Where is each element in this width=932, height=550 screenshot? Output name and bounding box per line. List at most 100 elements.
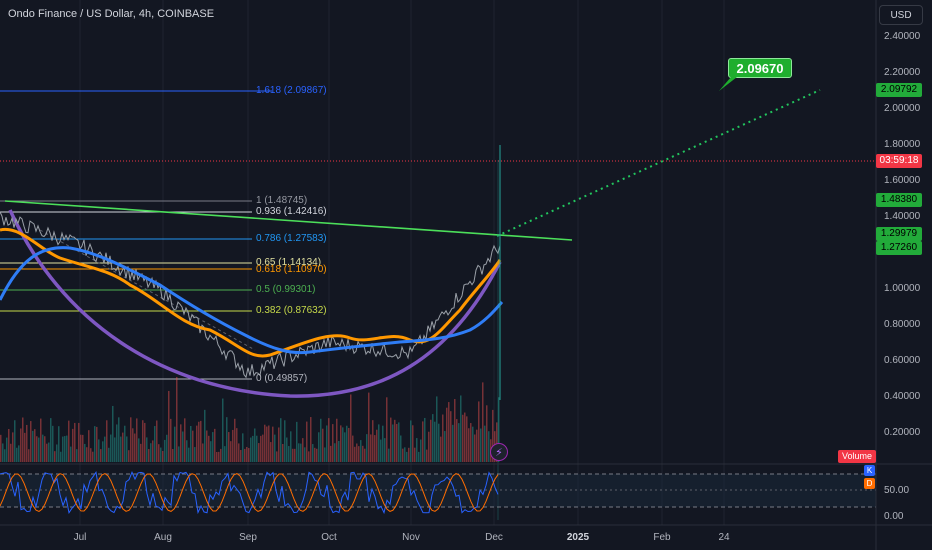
volume-bar bbox=[288, 446, 290, 462]
volume-bar bbox=[378, 424, 380, 462]
volume-bar bbox=[16, 447, 18, 462]
price-axis-label: 1.40000 bbox=[884, 211, 921, 222]
currency-button[interactable]: USD bbox=[879, 5, 923, 25]
volume-bar bbox=[342, 427, 344, 462]
volume-bar bbox=[404, 447, 406, 462]
volume-bar bbox=[390, 417, 392, 462]
volume-bar bbox=[2, 443, 4, 462]
time-axis-label: Feb bbox=[653, 532, 671, 543]
lightning-icon[interactable]: ⚡ bbox=[490, 443, 508, 461]
volume-bar bbox=[270, 442, 272, 462]
volume-bar bbox=[22, 417, 24, 462]
volume-bar bbox=[154, 426, 156, 462]
volume-bar bbox=[94, 426, 96, 462]
volume-bar bbox=[302, 438, 304, 462]
volume-bar bbox=[330, 445, 332, 462]
volume-bar bbox=[44, 436, 46, 462]
volume-bar bbox=[184, 418, 186, 462]
volume-bar bbox=[442, 414, 444, 462]
volume-bar bbox=[250, 437, 252, 462]
volume-bar bbox=[140, 443, 142, 462]
volume-bar bbox=[484, 425, 486, 462]
volume-bar bbox=[386, 397, 388, 462]
volume-bar bbox=[382, 425, 384, 462]
fib-label: 0.65 (1.14134) bbox=[256, 257, 322, 268]
volume-bar bbox=[14, 420, 16, 462]
volume-bar bbox=[496, 422, 498, 462]
volume-bar bbox=[278, 427, 280, 462]
volume-bar bbox=[120, 436, 122, 462]
volume-bar bbox=[10, 443, 12, 462]
volume-bar bbox=[322, 428, 324, 462]
volume-bar bbox=[156, 420, 158, 462]
volume-bar bbox=[150, 443, 152, 462]
k-tag: K bbox=[864, 465, 875, 476]
volume-bar bbox=[462, 414, 464, 462]
volume-bar bbox=[158, 444, 160, 462]
volume-bar bbox=[426, 449, 428, 462]
volume-bar bbox=[192, 430, 194, 462]
volume-bar bbox=[310, 417, 312, 462]
volume-bar bbox=[292, 448, 294, 462]
volume-bar bbox=[178, 446, 180, 462]
d-tag: D bbox=[864, 478, 875, 489]
volume-bar bbox=[146, 437, 148, 462]
volume-bar bbox=[12, 432, 14, 462]
volume-bar bbox=[222, 398, 224, 462]
volume-bar bbox=[308, 451, 310, 462]
volume-bar bbox=[408, 447, 410, 462]
volume-bar bbox=[458, 423, 460, 462]
countdown-tag: 03:59:18 bbox=[876, 154, 922, 168]
volume-bar bbox=[206, 430, 208, 462]
trendline bbox=[4, 200, 573, 241]
volume-bar bbox=[334, 443, 336, 462]
price-axis-label: 1.00000 bbox=[884, 283, 921, 294]
time-axis-label: Oct bbox=[321, 532, 337, 543]
osc-axis-label: 50.00 bbox=[884, 485, 910, 496]
volume-bar bbox=[438, 423, 440, 462]
volume-bar bbox=[194, 447, 196, 462]
ma-blue bbox=[0, 246, 504, 355]
symbol-title: Ondo Finance / US Dollar, 4h, COINBASE bbox=[8, 8, 215, 20]
volume-bar bbox=[6, 437, 8, 462]
volume-bar bbox=[430, 419, 432, 462]
volume-bar bbox=[374, 435, 376, 462]
volume-bar bbox=[198, 421, 200, 462]
volume-bar bbox=[290, 431, 292, 462]
volume-bar bbox=[436, 396, 438, 462]
price-axis-label: 1.80000 bbox=[884, 139, 921, 150]
volume-bar bbox=[488, 431, 490, 462]
volume-bar bbox=[186, 440, 188, 462]
volume-bar bbox=[188, 447, 190, 462]
volume-bar bbox=[368, 392, 370, 462]
volume-bar bbox=[36, 436, 38, 462]
volume-bar bbox=[182, 431, 184, 462]
volume-bar bbox=[236, 428, 238, 462]
volume-bar bbox=[70, 446, 72, 462]
volume-bar bbox=[130, 417, 132, 462]
volume-bar bbox=[406, 451, 408, 462]
volume-bar bbox=[196, 425, 198, 462]
volume-bar bbox=[364, 448, 366, 462]
volume-bar bbox=[476, 429, 478, 462]
volume-bar bbox=[312, 444, 314, 462]
target-callout[interactable]: 2.09670 bbox=[728, 58, 792, 78]
price-axis-label: 2.40000 bbox=[884, 31, 921, 42]
price-axis-label: 0.80000 bbox=[884, 319, 921, 330]
volume-bar bbox=[272, 426, 274, 462]
volume-bar bbox=[358, 446, 360, 462]
volume-bar bbox=[0, 434, 2, 462]
volume-bar bbox=[460, 395, 462, 462]
volume-bar bbox=[138, 438, 140, 462]
volume-bar bbox=[296, 421, 298, 462]
volume-bar bbox=[18, 445, 20, 462]
volume-bar bbox=[318, 432, 320, 462]
volume-bar bbox=[316, 448, 318, 462]
volume-bar bbox=[420, 439, 422, 462]
volume-bar bbox=[248, 448, 250, 462]
volume-bar bbox=[62, 436, 64, 462]
volume-bar bbox=[152, 440, 154, 462]
volume-bar bbox=[166, 434, 168, 462]
